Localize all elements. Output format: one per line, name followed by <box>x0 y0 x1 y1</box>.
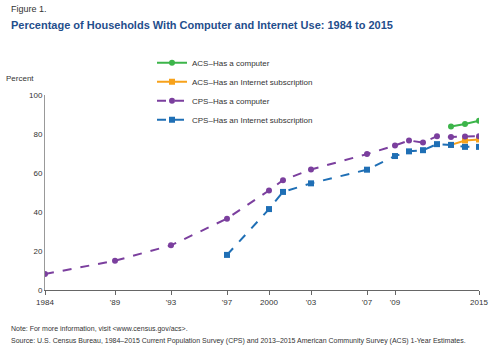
svg-text:1984: 1984 <box>36 298 54 307</box>
svg-text:Percent: Percent <box>6 74 34 83</box>
svg-text:2000: 2000 <box>260 298 278 307</box>
svg-text:'89: '89 <box>110 298 121 307</box>
svg-text:'07: '07 <box>362 298 373 307</box>
svg-text:60: 60 <box>33 169 42 178</box>
svg-text:0: 0 <box>38 286 43 295</box>
svg-text:ACS–Has a computer: ACS–Has a computer <box>192 59 270 68</box>
svg-text:CPS–Has an Internet subscripti: CPS–Has an Internet subscription <box>192 116 313 125</box>
svg-text:100: 100 <box>29 91 43 100</box>
svg-text:'09: '09 <box>390 298 401 307</box>
svg-text:Percentage of Households With: Percentage of Households With Computer a… <box>11 19 393 31</box>
svg-text:'97: '97 <box>222 298 233 307</box>
svg-text:40: 40 <box>33 208 42 217</box>
svg-text:Note: For more information, vi: Note: For more information, visit <www.c… <box>11 325 188 333</box>
svg-text:'03: '03 <box>306 298 317 307</box>
svg-text:CPS–Has a computer: CPS–Has a computer <box>192 97 270 106</box>
svg-text:Figure 1.: Figure 1. <box>11 4 47 14</box>
svg-text:ACS–Has an Internet subscripti: ACS–Has an Internet subscription <box>192 78 313 87</box>
svg-text:'93: '93 <box>166 298 177 307</box>
svg-text:80: 80 <box>33 130 42 139</box>
svg-text:20: 20 <box>33 247 42 256</box>
svg-text:Source: U.S. Census Bureau, 19: Source: U.S. Census Bureau, 1984–2015 Cu… <box>11 337 466 345</box>
svg-text:2015: 2015 <box>470 298 488 307</box>
